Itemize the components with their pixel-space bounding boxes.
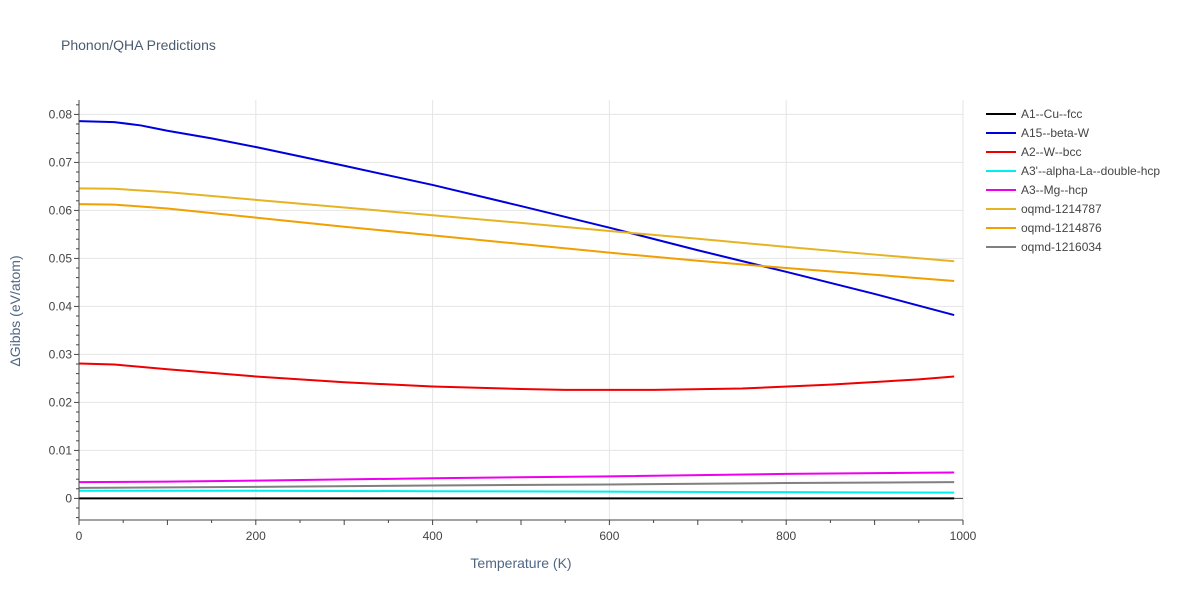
legend-label: oqmd-1216034 <box>1021 240 1102 254</box>
y-tick-label: 0.07 <box>49 155 73 169</box>
legend-item[interactable]: oqmd-1214787 <box>986 202 1102 216</box>
legend-item[interactable]: A3'--alpha-La--double-hcp <box>986 164 1160 178</box>
y-tick-label: 0.05 <box>49 251 73 265</box>
x-axis-title: Temperature (K) <box>470 555 571 571</box>
y-tick-label: 0.04 <box>49 299 73 313</box>
series-line-A15--beta-W <box>78 120 955 317</box>
x-tick-label: 800 <box>776 529 796 543</box>
series-line-oqmd-1214876 <box>78 203 955 282</box>
legend-label: A2--W--bcc <box>1021 145 1081 159</box>
legend-label: A3'--alpha-La--double-hcp <box>1021 164 1160 178</box>
series-line-A3--Mg--hcp <box>78 471 955 484</box>
legend-label: A1--Cu--fcc <box>1021 107 1082 121</box>
x-tick-label: 1000 <box>950 529 977 543</box>
y-axis-title: ΔGibbs (eV/atom) <box>7 255 23 366</box>
series-layer <box>78 120 955 500</box>
y-tick-label: 0.03 <box>49 347 73 361</box>
grid-layer <box>79 100 964 520</box>
series-line-oqmd-1214787 <box>78 187 955 263</box>
legend-item[interactable]: A15--beta-W <box>986 126 1090 140</box>
legend-item[interactable]: A3--Mg--hcp <box>986 183 1088 197</box>
legend-label: A15--beta-W <box>1021 126 1090 140</box>
x-tick-label: 400 <box>423 529 443 543</box>
series-line-A3'--alpha-La--double-hcp <box>79 489 955 494</box>
series-line-A2--W--bcc <box>78 362 955 391</box>
legend-item[interactable]: A1--Cu--fcc <box>986 107 1082 121</box>
chart-title: Phonon/QHA Predictions <box>61 37 216 53</box>
y-tick-label: 0 <box>65 491 72 505</box>
y-tick-label: 0.06 <box>49 203 73 217</box>
legend-label: oqmd-1214876 <box>1021 221 1102 235</box>
legend[interactable]: A1--Cu--fcc A15--beta-W A2--W--bcc A3'--alp… <box>986 107 1160 254</box>
legend-item[interactable]: oqmd-1214876 <box>986 221 1102 235</box>
x-tick-label: 200 <box>246 529 266 543</box>
x-tick-label: 0 <box>76 529 83 543</box>
y-tick-label: 0.01 <box>49 443 73 457</box>
y-tick-label: 0.02 <box>49 395 73 409</box>
legend-item[interactable]: A2--W--bcc <box>986 145 1081 159</box>
x-tick-label: 600 <box>599 529 619 543</box>
axis-layer: 0 200 400 600 800 1000 0 0.01 0.02 0.03 0.04 0.05 0.… <box>49 100 977 543</box>
y-tick-label: 0.08 <box>49 107 73 121</box>
legend-label: oqmd-1214787 <box>1021 202 1102 216</box>
series-line-oqmd-1216034 <box>78 481 955 489</box>
legend-item[interactable]: oqmd-1216034 <box>986 240 1102 254</box>
legend-label: A3--Mg--hcp <box>1021 183 1088 197</box>
